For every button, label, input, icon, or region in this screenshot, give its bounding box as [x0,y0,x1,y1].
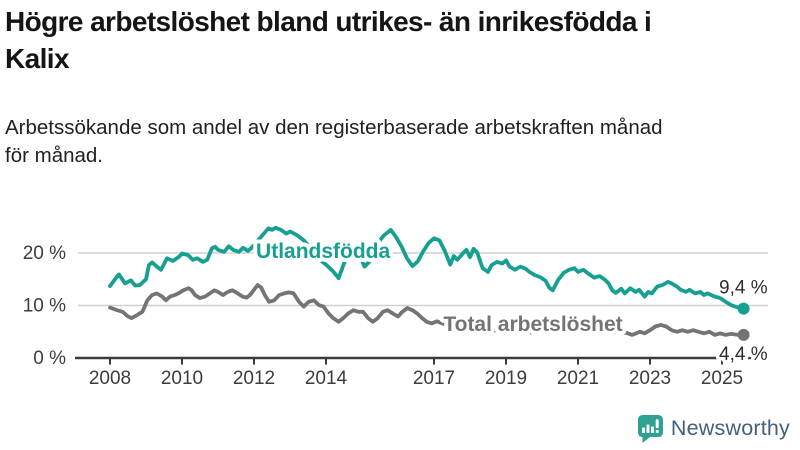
x-tick-label: 2010 [161,368,203,389]
page-title: Högre arbetslöshet bland utrikes- än inr… [5,6,652,74]
x-tick-label: 2017 [413,368,455,389]
end-dot-utlandsfodda [737,302,750,315]
x-tick-label: 2025 [701,368,743,389]
y-tick-label: 0 % [33,348,66,369]
x-tick-label: 2023 [629,368,671,389]
end-value-label-utlandsfodda: 9,4 % [719,278,768,299]
chart-header: Högre arbetslöshet bland utrikes- än inr… [5,4,797,78]
x-tick-label: 2012 [233,368,275,389]
end-value-label-total: 4,4 % [719,344,768,365]
newsworthy-logo[interactable]: Newsworthy [637,414,790,443]
series-line-utlandsfodda [108,225,746,311]
series-label-total: Total arbetslöshet [443,313,622,336]
end-dot-total [737,328,750,341]
y-tick-label: 20 % [23,243,66,264]
x-tick-label: 2021 [557,368,599,389]
x-tick-label: 2019 [485,368,527,389]
x-tick-label: 2008 [89,368,131,389]
series-line-total [108,283,746,337]
x-tick-label: 2014 [305,368,348,389]
bar-chart-speech-bubble-icon [637,414,664,443]
newsworthy-logo-text: Newsworthy [670,416,790,440]
y-tick-label: 10 % [23,296,66,317]
page-subtitle: Arbetssökande som andel av den registerb… [5,116,663,168]
series-label-utlandsfodda: Utlandsfödda [256,240,390,263]
